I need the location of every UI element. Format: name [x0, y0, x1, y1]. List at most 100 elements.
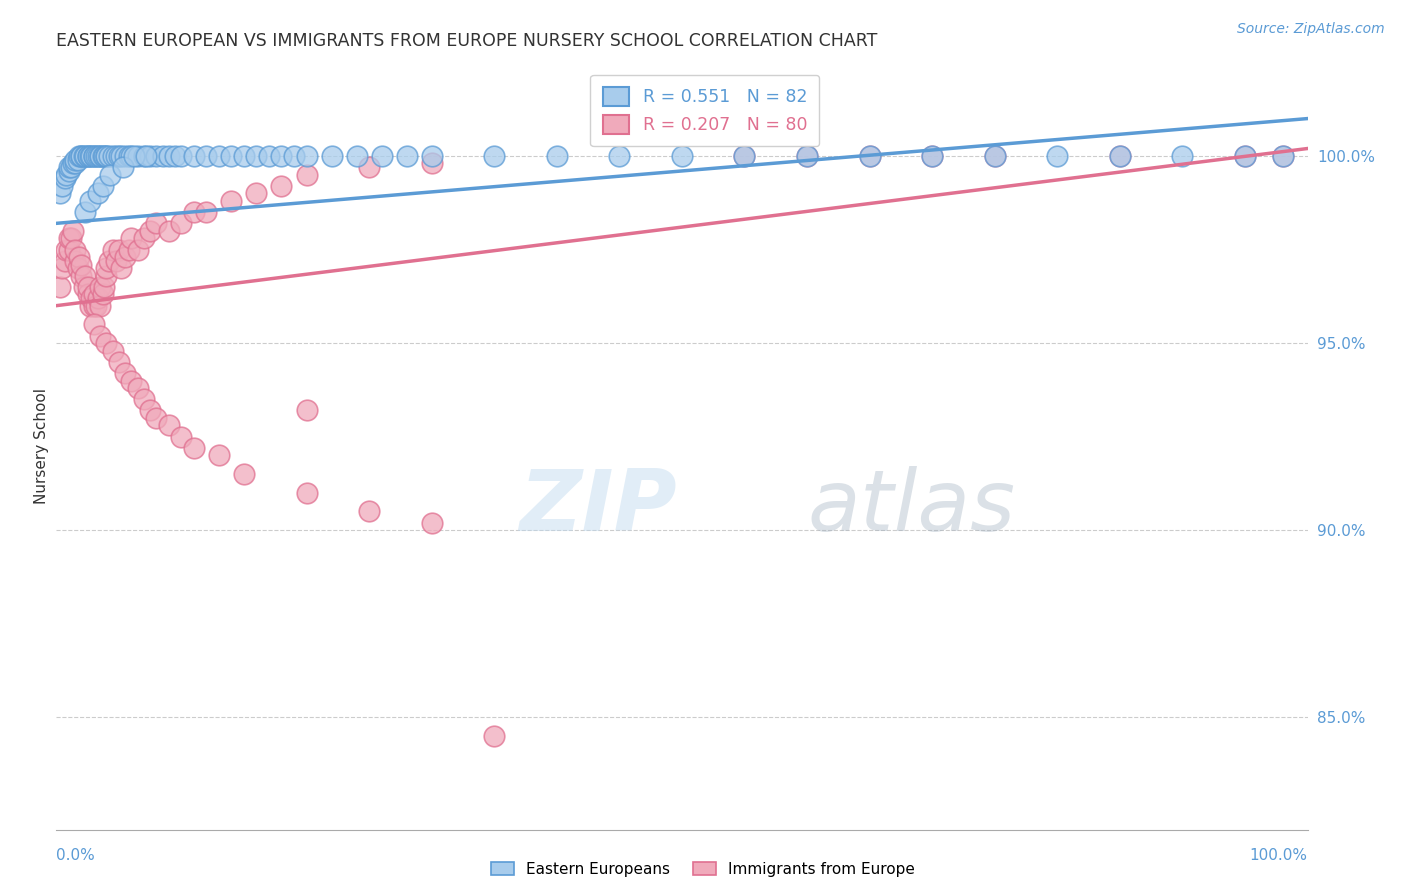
- Point: [796, 149, 818, 163]
- Point: [108, 149, 131, 163]
- Point: [139, 149, 162, 163]
- Point: [80, 291, 103, 305]
- Point: [183, 441, 205, 455]
- Point: [208, 149, 231, 163]
- Point: [91, 149, 114, 163]
- Point: [66, 261, 89, 276]
- Point: [120, 374, 142, 388]
- Point: [63, 243, 86, 257]
- Point: [221, 194, 243, 208]
- Point: [257, 149, 280, 163]
- Point: [105, 253, 128, 268]
- Point: [170, 216, 193, 230]
- Point: [165, 149, 187, 163]
- Point: [152, 149, 174, 163]
- Point: [110, 149, 132, 163]
- Point: [96, 268, 118, 283]
- Point: [83, 149, 105, 163]
- Point: [157, 149, 180, 163]
- Point: [283, 149, 305, 163]
- Point: [157, 418, 180, 433]
- Point: [127, 381, 149, 395]
- Point: [89, 328, 111, 343]
- Point: [120, 231, 142, 245]
- Point: [53, 253, 76, 268]
- Point: [370, 149, 392, 163]
- Point: [101, 343, 124, 358]
- Point: [484, 729, 506, 743]
- Point: [114, 149, 136, 163]
- Point: [118, 243, 141, 257]
- Point: [53, 171, 76, 186]
- Point: [609, 149, 631, 163]
- Point: [96, 149, 118, 163]
- Point: [58, 243, 80, 257]
- Point: [796, 149, 818, 163]
- Point: [183, 149, 205, 163]
- Point: [83, 149, 105, 163]
- Point: [60, 160, 83, 174]
- Point: [83, 318, 105, 332]
- Point: [96, 336, 118, 351]
- Point: [67, 149, 90, 163]
- Point: [51, 178, 73, 193]
- Y-axis label: Nursery School: Nursery School: [34, 388, 49, 504]
- Point: [76, 149, 98, 163]
- Point: [420, 156, 443, 170]
- Legend: R = 0.551   N = 82, R = 0.207   N = 80: R = 0.551 N = 82, R = 0.207 N = 80: [591, 75, 820, 146]
- Legend: Eastern Europeans, Immigrants from Europe: Eastern Europeans, Immigrants from Europ…: [484, 854, 922, 884]
- Point: [270, 149, 292, 163]
- Point: [93, 149, 115, 163]
- Point: [734, 149, 756, 163]
- Point: [321, 149, 343, 163]
- Point: [139, 224, 162, 238]
- Point: [97, 149, 120, 163]
- Text: ZIP: ZIP: [519, 466, 676, 549]
- Point: [157, 224, 180, 238]
- Point: [195, 149, 218, 163]
- Point: [145, 216, 167, 230]
- Point: [101, 243, 124, 257]
- Point: [114, 366, 136, 380]
- Point: [49, 280, 72, 294]
- Point: [76, 149, 98, 163]
- Point: [245, 149, 267, 163]
- Point: [70, 258, 93, 272]
- Point: [73, 205, 96, 219]
- Point: [122, 149, 145, 163]
- Point: [139, 403, 162, 417]
- Text: 100.0%: 100.0%: [1250, 848, 1308, 863]
- Point: [132, 392, 155, 407]
- Point: [1046, 149, 1069, 163]
- Point: [132, 231, 155, 245]
- Point: [63, 253, 86, 268]
- Point: [295, 485, 318, 500]
- Point: [96, 261, 118, 276]
- Point: [120, 149, 142, 163]
- Point: [359, 160, 381, 174]
- Point: [89, 280, 111, 294]
- Point: [195, 205, 218, 219]
- Point: [70, 268, 93, 283]
- Point: [86, 186, 108, 201]
- Point: [111, 160, 134, 174]
- Point: [55, 243, 77, 257]
- Point: [97, 253, 120, 268]
- Point: [84, 149, 107, 163]
- Point: [395, 149, 418, 163]
- Point: [76, 280, 98, 294]
- Point: [66, 153, 89, 167]
- Point: [270, 178, 292, 193]
- Point: [114, 250, 136, 264]
- Point: [91, 178, 114, 193]
- Point: [1271, 149, 1294, 163]
- Point: [58, 164, 80, 178]
- Point: [221, 149, 243, 163]
- Point: [1109, 149, 1132, 163]
- Point: [58, 231, 80, 245]
- Point: [110, 261, 132, 276]
- Point: [79, 299, 101, 313]
- Point: [108, 243, 131, 257]
- Point: [132, 149, 155, 163]
- Point: [208, 448, 231, 462]
